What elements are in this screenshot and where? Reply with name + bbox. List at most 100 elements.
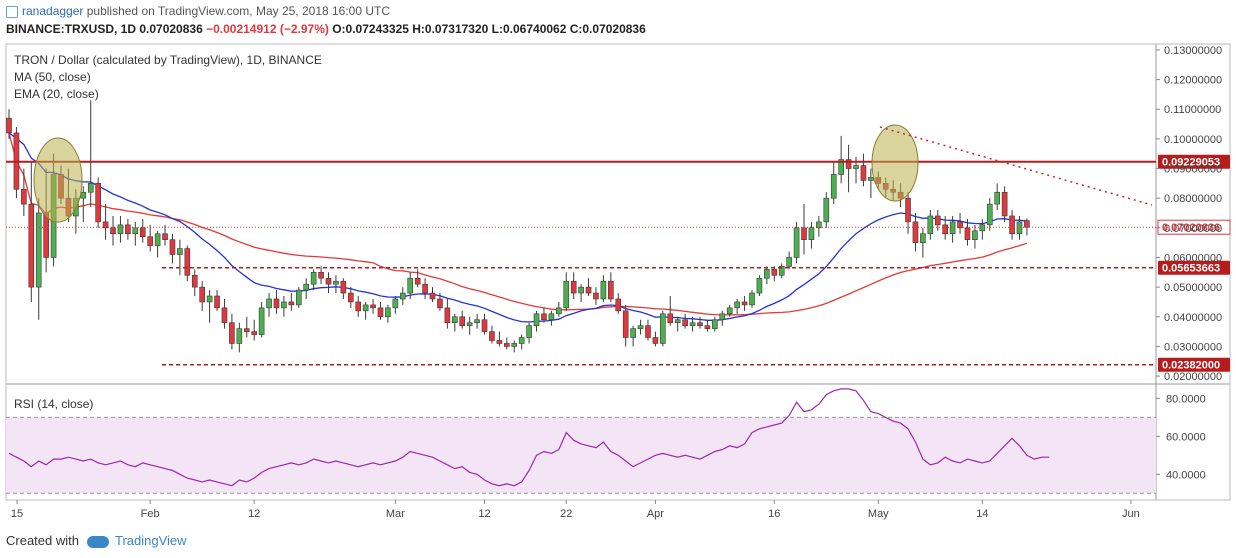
tradingview-logo-icon [86, 535, 109, 548]
candle-body [912, 221, 919, 243]
candle [251, 319, 257, 341]
price-tick-label: 0.12000000 [1164, 75, 1222, 87]
rsi-layer [6, 388, 1156, 494]
publish-text: published on TradingView.com, May 25, 20… [86, 4, 391, 18]
candle-body [630, 328, 636, 338]
candle-body [132, 227, 139, 235]
candle-body [823, 197, 830, 223]
candle [102, 204, 109, 240]
candle [87, 100, 94, 208]
candle-body [637, 325, 644, 329]
candle-body [920, 233, 926, 243]
candle [912, 213, 919, 252]
candle [340, 278, 347, 299]
candle [719, 310, 726, 326]
candle [21, 168, 27, 216]
candle-body [830, 174, 837, 199]
candle [964, 218, 971, 246]
candle [526, 322, 532, 344]
candle-body [719, 313, 726, 321]
candle [281, 296, 287, 317]
price-tick-label: 0.09000000 [1164, 164, 1222, 176]
candle-body [177, 248, 183, 255]
candle-body [1016, 221, 1023, 235]
candle [422, 278, 428, 299]
candle-body [511, 343, 518, 347]
candle-body [422, 283, 428, 294]
price-chart[interactable]: 0.09229053 0.05653663 0.02382000 0.07020836… [0, 0, 1236, 530]
candle-body [481, 319, 488, 332]
candle-body [949, 221, 956, 235]
candle-body [652, 337, 659, 344]
candle-body [429, 292, 436, 300]
candle-body [117, 224, 124, 235]
candle [622, 304, 629, 347]
candle [674, 316, 681, 332]
candle [778, 263, 785, 279]
candle [147, 224, 153, 252]
candle-body [1009, 215, 1015, 235]
author-link[interactable]: ranadagger [22, 4, 84, 18]
candle [608, 272, 614, 302]
candle [972, 224, 978, 249]
candle [347, 287, 354, 308]
candle [258, 301, 265, 338]
price-tick-label: 0.02000000 [1164, 371, 1222, 383]
candle-body [303, 283, 310, 291]
candle [734, 298, 740, 314]
candle-body [563, 280, 570, 309]
candle-body [214, 295, 220, 309]
created-with-text: Created with [6, 533, 79, 548]
price-tick-label: 0.07000000 [1164, 223, 1222, 235]
candle [578, 284, 584, 302]
candle-body [593, 292, 599, 300]
candle-body [1001, 191, 1008, 217]
candle-body [229, 322, 235, 344]
candle [303, 278, 310, 299]
change-text: −0.00214912 (−2.97%) [206, 22, 329, 36]
downtrend-line [879, 126, 1153, 206]
ohlc-text: O:0.07243325 H:0.07317320 L:0.06740062 C… [332, 22, 646, 36]
candle-body [608, 280, 614, 300]
candle [139, 218, 146, 243]
level-label: 0.09229053 [1162, 157, 1220, 169]
candle-body [184, 248, 191, 276]
candle [585, 278, 592, 297]
price-tick-label: 0.11000000 [1164, 104, 1221, 116]
candle [199, 281, 205, 311]
ema-legend: EMA (20, close) [14, 87, 99, 101]
last-price-label: 0.07020836 [1162, 222, 1220, 234]
level-label-box [1158, 154, 1230, 169]
candle [667, 296, 674, 326]
candle-body [110, 227, 116, 235]
candle [801, 204, 807, 255]
candle-body [548, 313, 555, 321]
candle [1009, 210, 1015, 240]
candle-body [147, 236, 153, 246]
ma50-line [8, 132, 1028, 316]
candle-body [1024, 220, 1030, 228]
candle-body [518, 337, 525, 344]
level-label: 0.05653663 [1162, 263, 1220, 275]
candle [236, 322, 243, 353]
candle [318, 266, 324, 285]
candle-body [169, 239, 176, 255]
candle [407, 272, 414, 299]
candle [652, 331, 659, 347]
candle [682, 313, 688, 329]
drawings [33, 124, 1153, 223]
tradingview-link[interactable]: TradingView [114, 533, 187, 548]
price-tick-label: 0.06000000 [1164, 252, 1222, 264]
candle-body [385, 307, 391, 318]
time-axis: 15 Feb 12 Mar 12 22 Apr 16 May 14 Jun [11, 500, 1140, 520]
candle [191, 269, 198, 297]
candle-body [533, 313, 540, 326]
candle-body [377, 307, 384, 318]
last-price-box [1157, 219, 1231, 235]
candle [504, 337, 510, 350]
candle [726, 304, 733, 317]
candle-body [667, 313, 674, 324]
candle [570, 272, 577, 299]
chart-title: TRON / Dollar (calculated by TradingView… [14, 53, 322, 67]
rsi-tick-label: 40.0000 [1166, 469, 1206, 481]
